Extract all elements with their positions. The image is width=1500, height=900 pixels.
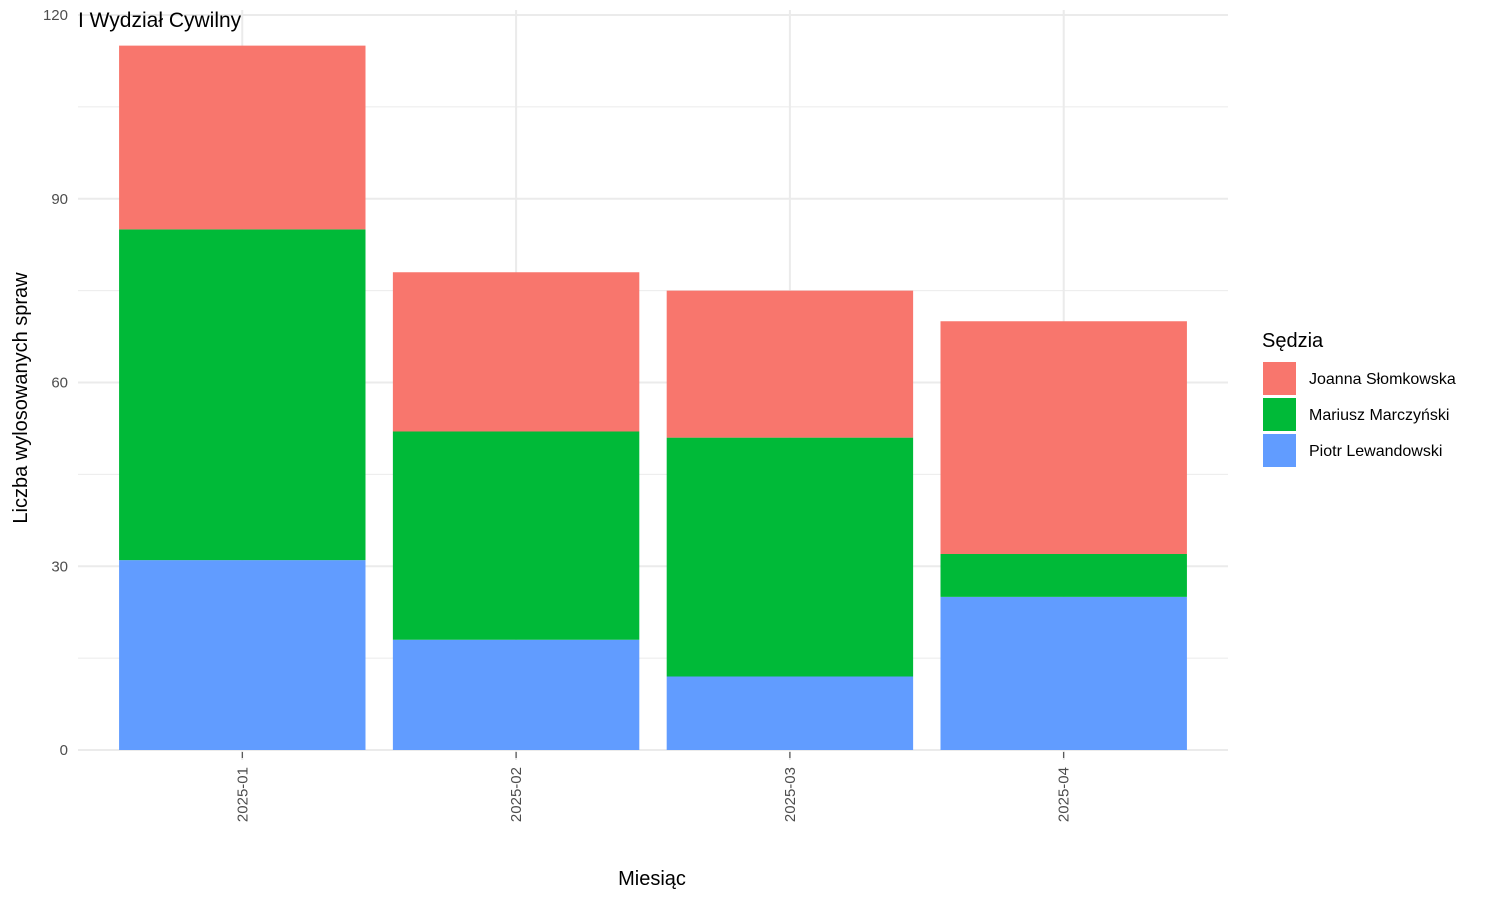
x-axis-title: Miesiąc [618,868,686,890]
bar-segment [666,290,914,438]
x-tick-label: 2025-03 [782,767,799,822]
legend: Sędzia Joanna Słomkowska Mariusz Marczyńs… [1262,330,1456,467]
legend-label: Piotr Lewandowski [1309,443,1442,460]
bar-segment [940,596,1187,750]
bar-segment [392,431,640,640]
legend-label: Joanna Słomkowska [1309,371,1456,388]
y-tick-label: 0 [60,742,68,759]
chart-title: I Wydział Cywilny [78,9,242,32]
legend-label: Mariusz Marczyński [1309,407,1449,424]
legend-title: Sędzia [1262,330,1324,352]
y-axis-ticks: 0 30 60 90 120 [43,7,68,759]
legend-swatch [1263,434,1296,467]
y-tick-label: 60 [51,375,68,392]
y-axis-title: Liczba wylosowanych spraw [10,272,32,524]
x-tick-label: 2025-01 [234,767,251,822]
y-tick-label: 90 [51,191,68,208]
bar-segment [119,560,366,750]
bar-segment [392,639,640,750]
legend-swatch [1263,398,1296,431]
bars [119,45,1187,750]
bar-segment [392,272,640,432]
bar-segment [940,321,1187,554]
bar-segment [666,437,914,677]
bar-segment [666,676,914,750]
bar-segment [119,45,366,230]
legend-swatch [1263,362,1296,395]
bar-segment [119,229,366,561]
bar-segment [940,554,1187,597]
x-tick-label: 2025-02 [508,767,525,822]
x-axis-ticks: 2025-01 2025-02 2025-03 2025-04 [234,752,1073,822]
y-tick-label: 30 [51,558,68,575]
y-tick-label: 120 [43,7,68,24]
x-tick-label: 2025-04 [1056,767,1073,822]
